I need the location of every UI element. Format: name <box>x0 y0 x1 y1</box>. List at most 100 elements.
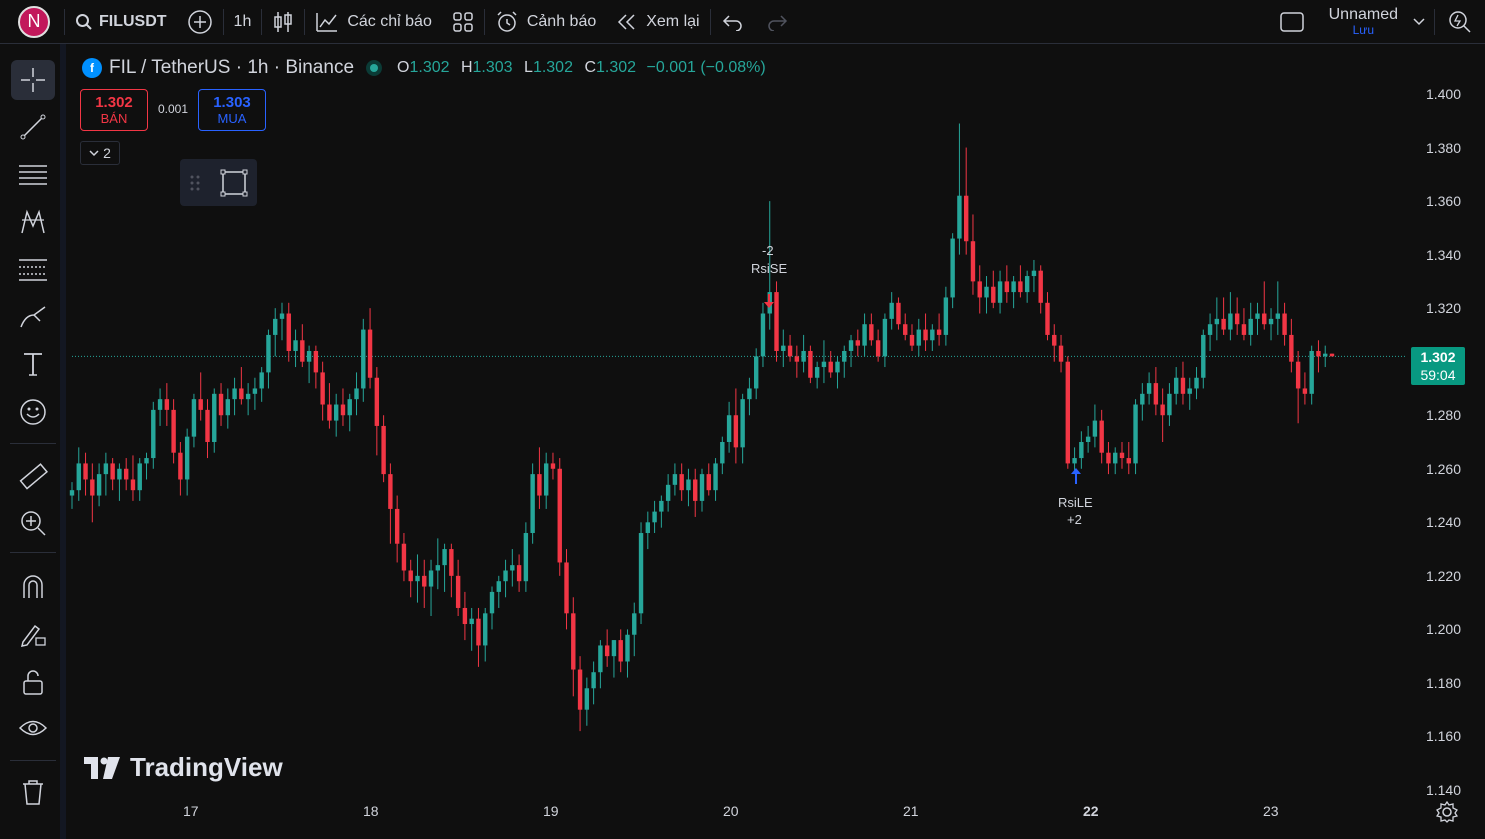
candle <box>428 559 434 616</box>
emoji-tool[interactable] <box>11 392 55 432</box>
candle <box>1248 302 1253 346</box>
candle <box>103 452 109 496</box>
candle <box>530 463 535 544</box>
candle <box>699 468 705 512</box>
candle <box>1329 353 1335 357</box>
pencil-lock-icon <box>20 624 46 647</box>
stay-in-drawing-tool[interactable] <box>11 614 55 654</box>
indicators-icon <box>316 12 338 32</box>
sell-button[interactable]: 1.302 BÁN <box>80 89 148 131</box>
zoom-tool[interactable] <box>11 503 55 543</box>
chart-settings-button[interactable] <box>1435 800 1459 828</box>
horizontal-lines-tool[interactable] <box>11 154 55 194</box>
drawing-toolbar <box>0 44 66 839</box>
templates-button[interactable] <box>442 0 484 44</box>
candle <box>997 270 1003 314</box>
crosshair-tool[interactable] <box>11 60 55 100</box>
close-key: C <box>584 59 596 76</box>
price-tick-label: 1.260 <box>1425 460 1461 477</box>
text-tool[interactable] <box>11 344 55 384</box>
candle <box>679 463 684 501</box>
exchange-logo-icon: f <box>82 58 102 78</box>
layout-menu-button[interactable] <box>1404 0 1434 44</box>
pattern-tool[interactable] <box>11 202 55 242</box>
lock-drawings-tool[interactable] <box>11 662 55 702</box>
candle <box>686 468 691 507</box>
candle <box>903 313 908 341</box>
candle <box>381 415 386 483</box>
ruler-icon <box>19 463 48 490</box>
candle <box>1133 399 1138 475</box>
undo-button[interactable] <box>711 0 755 44</box>
text-icon <box>24 353 42 376</box>
layout-toggle-button[interactable] <box>1269 0 1315 44</box>
symbol-search-button[interactable]: FILUSDT <box>65 0 177 44</box>
candle <box>1099 409 1104 464</box>
indicators-button[interactable]: Các chỉ báo <box>305 0 442 44</box>
trend-line-tool[interactable] <box>11 107 55 147</box>
delete-drawings-tool[interactable] <box>11 772 55 812</box>
candle <box>184 428 190 496</box>
candle <box>1207 313 1213 351</box>
candle <box>1323 345 1328 368</box>
candle <box>408 559 413 598</box>
pattern-icon <box>21 209 45 234</box>
candle <box>1153 367 1159 416</box>
buy-price: 1.303 <box>213 94 251 111</box>
magnet-icon <box>23 575 43 598</box>
candle <box>212 388 217 453</box>
buy-button[interactable]: 1.303 MUA <box>198 89 266 131</box>
candle <box>435 538 441 590</box>
candle <box>1031 259 1037 293</box>
time-tick-label: 18 <box>363 803 379 819</box>
candle <box>1011 276 1016 309</box>
candle <box>76 447 81 501</box>
candle <box>333 393 339 437</box>
magnet-tool[interactable] <box>11 566 55 606</box>
toolbar-divider <box>10 552 56 553</box>
smiley-icon <box>20 399 46 425</box>
interval-button[interactable]: 1h <box>224 0 262 44</box>
tradingview-watermark: TradingView <box>84 752 283 783</box>
indicators-toggle-button[interactable]: 2 <box>80 141 120 165</box>
alerts-button[interactable]: Cảnh báo <box>485 0 606 44</box>
user-avatar[interactable]: N <box>18 5 50 38</box>
high-key: H <box>460 59 473 76</box>
compare-symbol-button[interactable] <box>177 0 223 44</box>
symbol-title[interactable]: FIL / TetherUS · 1h · Binance <box>109 57 355 78</box>
candle <box>455 559 461 616</box>
redo-button[interactable] <box>755 0 799 44</box>
floating-drawing-toolbar <box>180 159 257 206</box>
high-value: 1.303 <box>472 59 513 76</box>
drag-handle-icon[interactable] <box>188 173 202 193</box>
chart-pane[interactable] <box>70 48 1485 839</box>
brush-tool[interactable] <box>11 297 55 337</box>
candle <box>489 586 495 630</box>
sell-signal-qty: -2 <box>762 243 774 258</box>
quick-search-button[interactable] <box>1435 0 1485 44</box>
candle <box>205 399 210 459</box>
candle <box>1072 447 1077 475</box>
candle <box>706 463 711 496</box>
chart-type-button[interactable] <box>262 0 304 44</box>
layout-save-button[interactable]: Unnamed Lưu <box>1315 0 1404 44</box>
rectangle-select-icon[interactable] <box>219 168 249 198</box>
candle <box>83 452 88 496</box>
time-tick-label: 22 <box>1083 803 1099 819</box>
horizontal-lines-icon <box>19 165 47 185</box>
candle <box>625 629 630 678</box>
ruler-tool[interactable] <box>11 457 55 497</box>
gear-icon <box>1435 800 1459 823</box>
candle <box>1255 302 1260 335</box>
candle <box>909 324 915 351</box>
hide-drawings-tool[interactable] <box>11 709 55 749</box>
candle <box>896 297 901 330</box>
candle <box>591 661 596 705</box>
sell-price: 1.302 <box>95 94 133 111</box>
fib-tool[interactable] <box>11 249 55 289</box>
candle <box>225 388 231 429</box>
replay-button[interactable]: Xem lại <box>606 0 709 44</box>
candle <box>604 629 610 667</box>
ohlc-values: O1.302 H1.303 L1.302 C1.302 −0.001 (−0.0… <box>390 59 766 77</box>
